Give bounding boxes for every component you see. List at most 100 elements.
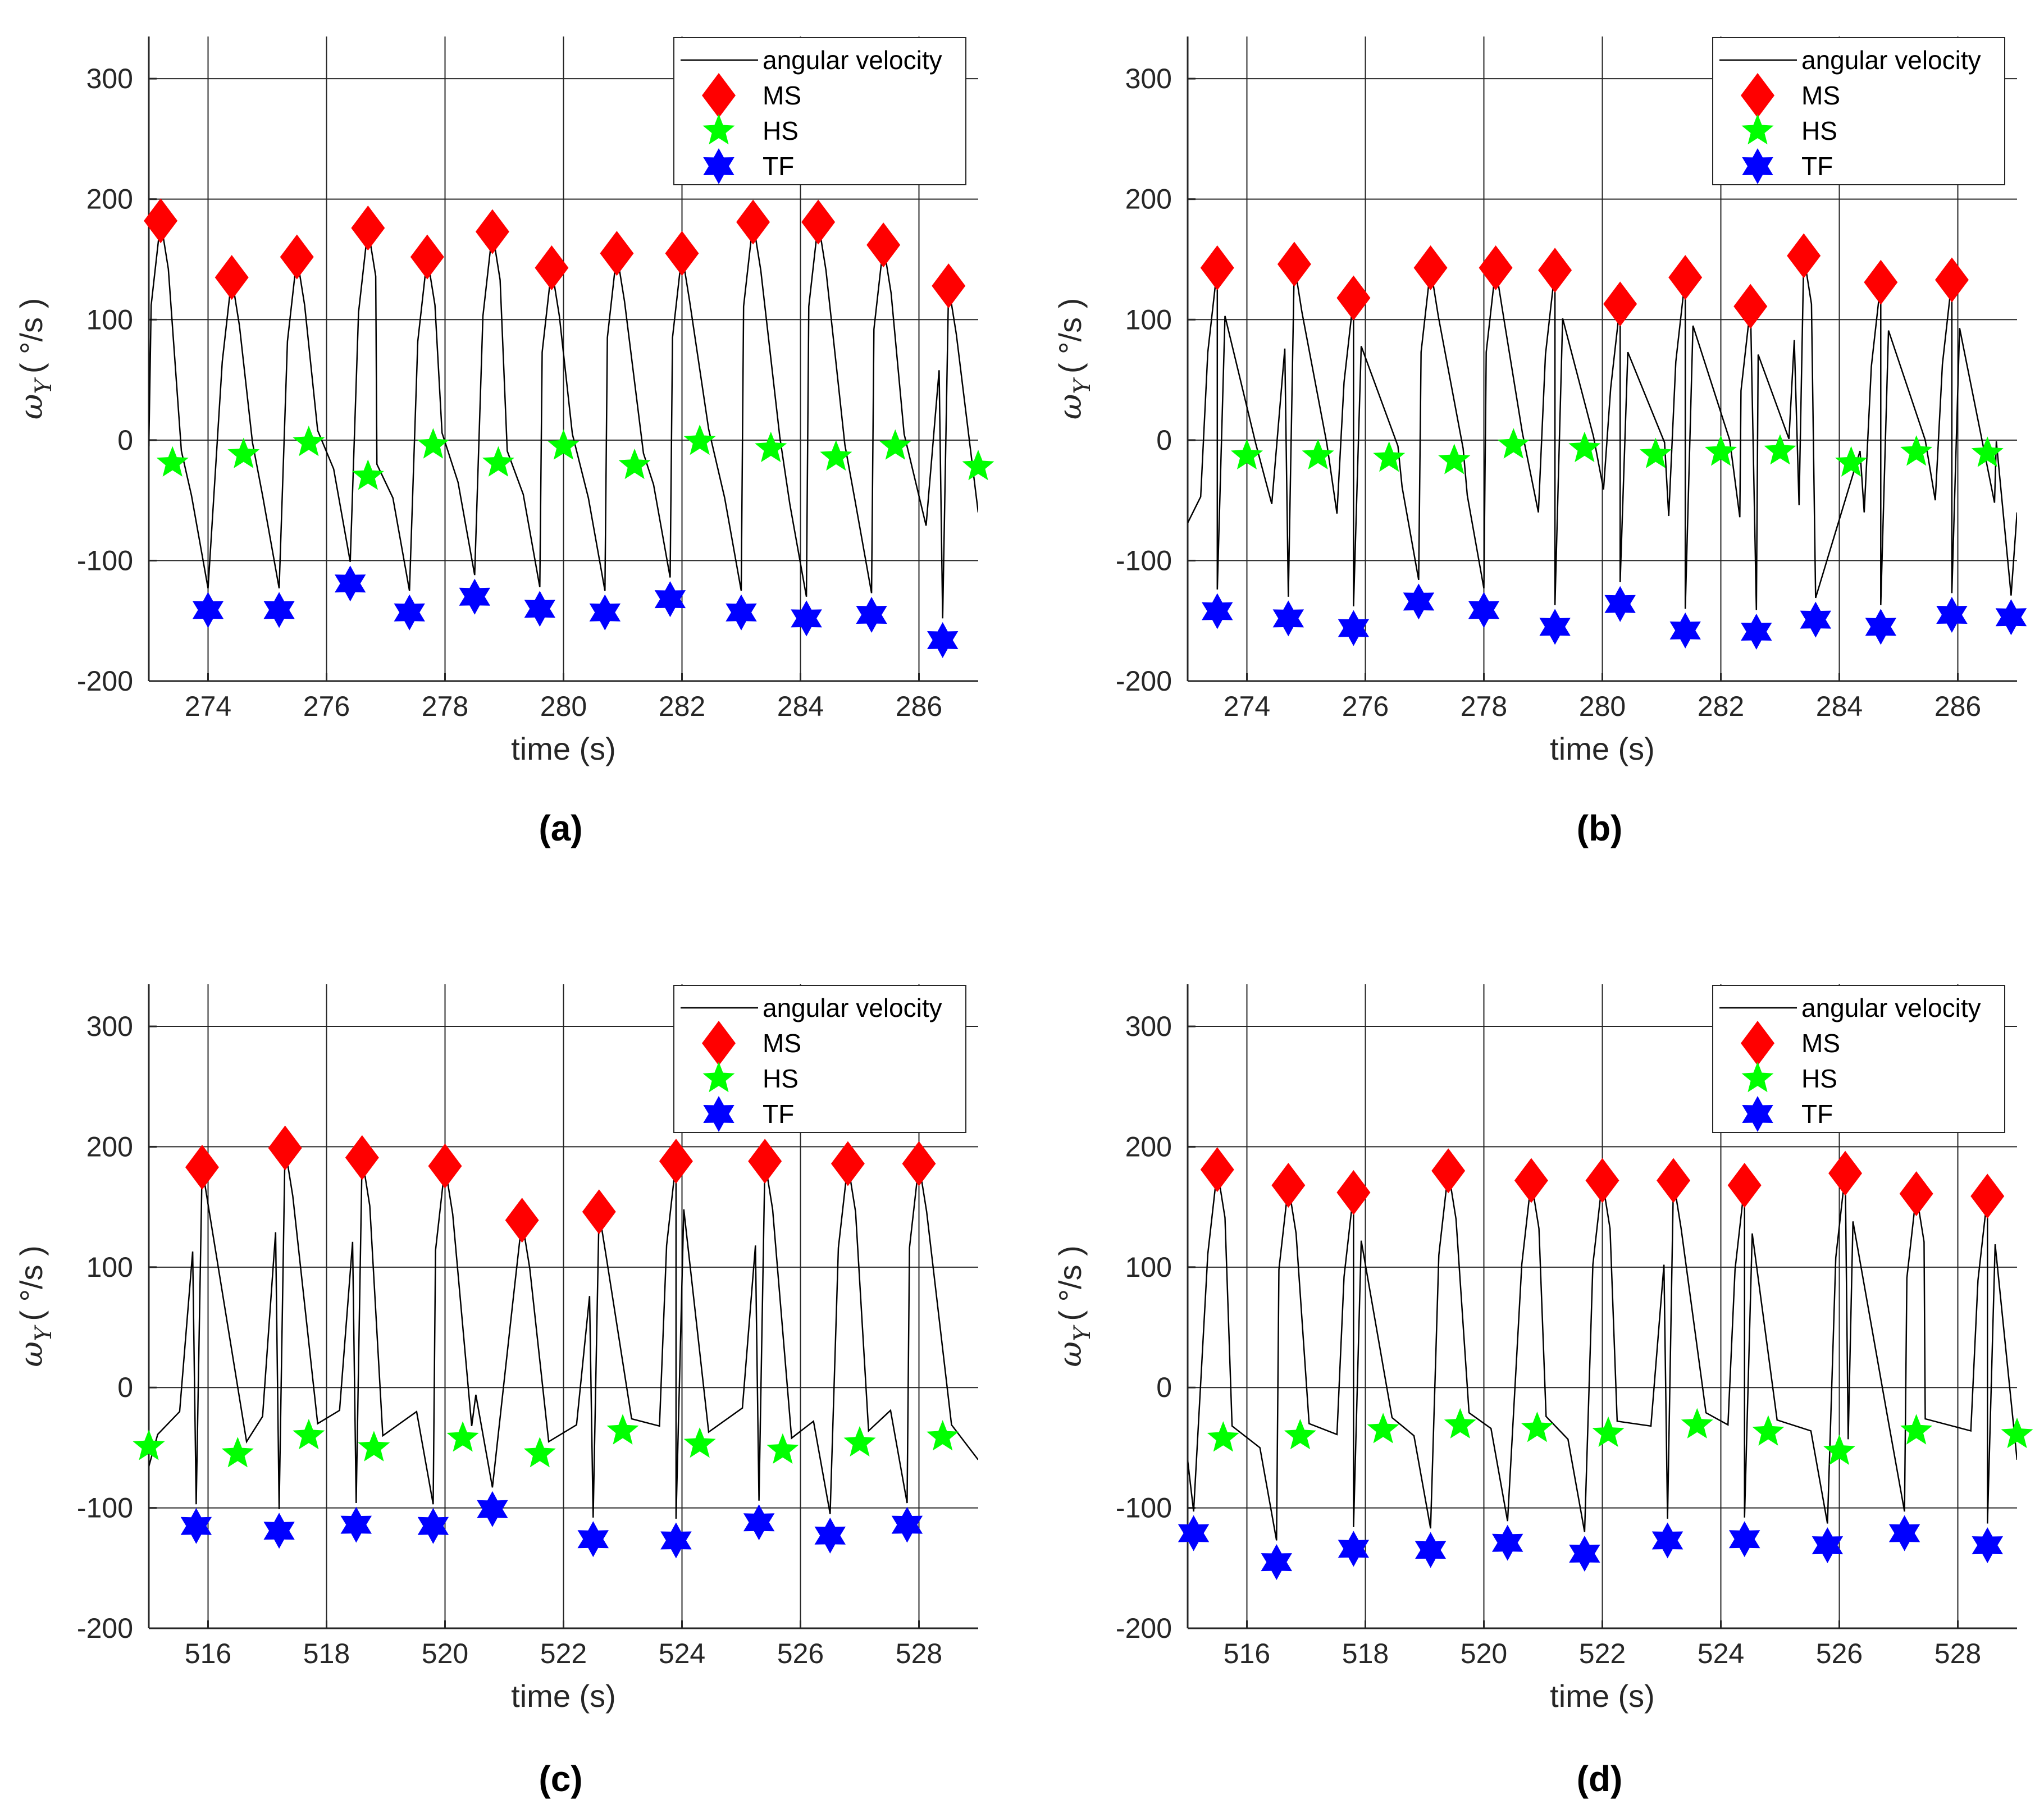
tf-marker (1669, 612, 1701, 649)
tf-marker (1741, 614, 1772, 650)
y-tick-label: 0 (1156, 1372, 1172, 1403)
legend-label: angular velocity (763, 993, 942, 1022)
legend-label: HS (1801, 116, 1837, 145)
x-tick-label: 520 (422, 1638, 468, 1669)
x-tick-label: 286 (896, 691, 942, 722)
subplot-d: 516 518 520 522 524 526 528 -200 -100 0 100 200 300 t… (1052, 984, 2033, 1799)
tf-marker (791, 600, 822, 637)
y-tick-label: 100 (86, 304, 133, 335)
x-tick-label: 522 (1579, 1638, 1626, 1669)
tf-marker (1403, 583, 1435, 620)
x-tick-label: 528 (896, 1638, 942, 1669)
tf-marker (192, 592, 224, 628)
tf-marker (1729, 1521, 1760, 1558)
y-axis-label-subscript: Y (31, 377, 57, 394)
ms-marker (736, 199, 770, 245)
hs-marker (523, 1437, 556, 1468)
ms-marker (1336, 1170, 1371, 1215)
legend-label: MS (1801, 1029, 1840, 1058)
hs-marker (293, 426, 325, 456)
hs-marker (156, 446, 189, 477)
tf-marker (1865, 609, 1897, 645)
ms-marker (345, 1135, 379, 1180)
hs-marker (683, 424, 716, 455)
tf-marker (1972, 1527, 2003, 1564)
hs-marker (293, 1419, 325, 1450)
tf-marker (927, 622, 959, 658)
tf-marker (335, 565, 366, 602)
ms-marker (1479, 245, 1513, 290)
angular-velocity-line (1188, 1170, 2017, 1541)
y-axis-label: ωY ( °/s ) (13, 1245, 57, 1367)
tf-marker (726, 594, 757, 631)
tf-marker (524, 591, 555, 627)
x-tick-label: 282 (1698, 691, 1744, 722)
tf-marker (1539, 609, 1571, 645)
tf-marker (1995, 599, 2027, 636)
hs-marker (843, 1426, 876, 1457)
ms-marker (866, 222, 901, 268)
y-axis-label: ωY ( °/s ) (1052, 1245, 1096, 1367)
tf-marker (891, 1506, 923, 1543)
x-tick-label: 526 (777, 1638, 824, 1669)
hs-marker (548, 429, 580, 460)
y-tick-label: 100 (1125, 1252, 1172, 1283)
tf-marker (589, 594, 621, 631)
tf-marker (1651, 1522, 1683, 1559)
legend-label: TF (1801, 1099, 1833, 1129)
ms-marker (1200, 245, 1234, 290)
hs-marker (1705, 435, 1737, 466)
tf-marker (856, 597, 887, 633)
hs-marker (227, 437, 260, 468)
legend-label: MS (763, 1029, 801, 1058)
y-axis-label-unit: ( °/s ) (1052, 1245, 1088, 1321)
ms-marker (1538, 248, 1572, 293)
tf-marker (180, 1508, 212, 1544)
ms-marker (1828, 1150, 1863, 1196)
y-axis-label-symbol: ω (1052, 394, 1089, 420)
legend-tf-swatch (703, 148, 734, 184)
x-tick-label: 286 (1934, 691, 1981, 722)
ms-marker (185, 1144, 219, 1190)
hs-marker (1497, 428, 1530, 459)
legend-ms-swatch (702, 73, 736, 118)
y-axis-label-symbol: ω (13, 1341, 50, 1367)
ms-marker (659, 1139, 693, 1184)
legend-label: HS (763, 1064, 799, 1093)
ms-marker (1668, 255, 1703, 300)
y-tick-label: 0 (117, 424, 133, 456)
hs-marker (133, 1430, 165, 1460)
x-tick-label: 284 (777, 691, 824, 722)
ms-marker (1934, 257, 1969, 303)
tf-marker (1569, 1536, 1600, 1572)
ms-marker (1657, 1158, 1691, 1203)
y-tick-label: -200 (1116, 665, 1172, 697)
tf-marker (1272, 600, 1304, 637)
hs-marker (879, 429, 911, 460)
ms-marker (1514, 1158, 1548, 1203)
hs-marker (618, 448, 651, 479)
y-tick-label: -100 (1116, 1492, 1172, 1524)
y-axis-label: ωY ( °/s ) (1052, 298, 1096, 419)
legend-tf-swatch (703, 1096, 734, 1132)
y-tick-label: -100 (77, 545, 133, 576)
tf-marker (1415, 1532, 1447, 1568)
tf-marker (1338, 1531, 1370, 1567)
hs-marker (1900, 1414, 1933, 1445)
y-tick-label: 200 (86, 184, 133, 215)
legend-tf-swatch (1742, 1096, 1773, 1132)
x-tick-label: 526 (1816, 1638, 1863, 1669)
y-axis-label-unit: ( °/s ) (13, 1245, 49, 1321)
tf-marker (660, 1522, 692, 1559)
y-tick-label: 200 (1125, 1131, 1172, 1162)
ms-marker (831, 1141, 865, 1186)
y-tick-label: 0 (1156, 424, 1172, 456)
ms-marker (1970, 1173, 2005, 1219)
tf-marker (1468, 592, 1500, 628)
ms-marker (280, 234, 314, 280)
hs-marker (962, 450, 994, 481)
tf-marker (394, 594, 425, 631)
ms-marker (1603, 281, 1637, 327)
x-tick-label: 516 (185, 1638, 231, 1669)
